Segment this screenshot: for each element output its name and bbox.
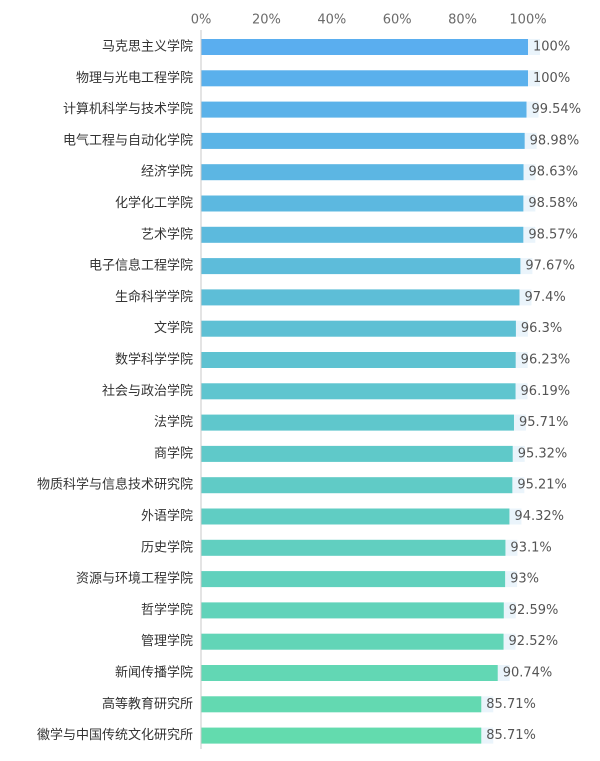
bar <box>201 320 516 337</box>
category-label: 管理学院 <box>141 633 193 649</box>
value-label: 98.63% <box>529 165 579 180</box>
value-label: 98.57% <box>528 227 578 242</box>
value-label: 96.23% <box>521 353 571 368</box>
x-tick-label: 0% <box>191 13 212 28</box>
category-label: 历史学院 <box>141 539 193 555</box>
category-label: 数学科学学院 <box>115 352 193 368</box>
value-label: 95.32% <box>518 446 568 461</box>
bar <box>201 665 498 681</box>
category-label: 电子信息工程学院 <box>89 258 193 274</box>
category-label: 经济学院 <box>141 164 193 180</box>
category-label: 化学化工学院 <box>115 195 193 211</box>
bar <box>201 696 482 713</box>
bar <box>201 352 516 368</box>
value-label: 85.71% <box>486 728 536 743</box>
value-label: 99.54% <box>531 102 581 117</box>
value-label: 97.4% <box>524 290 565 305</box>
bar <box>201 571 506 588</box>
bar <box>201 383 516 400</box>
bar <box>201 101 527 118</box>
bar <box>201 445 513 462</box>
bar <box>201 477 513 494</box>
x-tick-label: 80% <box>448 13 477 28</box>
category-label: 高等教育研究所 <box>102 696 193 712</box>
category-label: 计算机科学与技术学院 <box>63 101 193 117</box>
value-label: 96.3% <box>521 321 562 336</box>
bar <box>201 226 524 243</box>
category-label: 生命科学学院 <box>115 289 193 305</box>
bar <box>201 289 520 306</box>
category-label: 物质科学与信息技术研究院 <box>37 477 193 493</box>
category-labels: 马克思主义学院物理与光电工程学院计算机科学与技术学院电气工程与自动化学院经济学院… <box>37 39 193 744</box>
value-label: 85.71% <box>486 697 536 712</box>
x-tick-label: 100% <box>509 13 546 28</box>
category-label: 资源与环境工程学院 <box>76 571 193 587</box>
bar <box>201 39 528 55</box>
category-label: 电气工程与自动化学院 <box>63 132 193 148</box>
bar <box>201 258 521 275</box>
value-label: 98.58% <box>528 196 578 211</box>
category-label: 马克思主义学院 <box>102 39 193 55</box>
category-label: 法学院 <box>154 414 193 430</box>
bar <box>201 508 510 525</box>
x-tick-label: 20% <box>252 13 281 28</box>
category-label: 艺术学院 <box>141 226 193 242</box>
value-label: 95.71% <box>519 415 569 430</box>
value-label: 96.19% <box>521 384 571 399</box>
bar <box>201 727 482 744</box>
bar <box>201 132 525 149</box>
x-axis-ticks: 0% 20% 40% 60% 80% 100% <box>191 13 547 28</box>
category-label: 徽学与中国传统文化研究所 <box>37 727 193 743</box>
category-label: 外语学院 <box>141 508 193 524</box>
value-label: 93.1% <box>510 540 551 555</box>
category-label: 新闻传播学院 <box>115 665 193 681</box>
bar <box>201 539 506 556</box>
category-label: 社会与政治学院 <box>102 383 193 399</box>
value-label: 97.67% <box>525 259 575 274</box>
bar <box>201 414 514 431</box>
value-labels: 100% 100% 99.54% 98.98% 98.63% 98.58% 98.57% 97… <box>486 40 581 744</box>
value-label: 98.98% <box>530 133 580 148</box>
x-tick-label: 40% <box>317 13 346 28</box>
value-label: 95.21% <box>517 478 567 493</box>
x-tick-label: 60% <box>383 13 412 28</box>
category-label: 商学院 <box>154 445 193 461</box>
value-label: 92.52% <box>509 634 559 649</box>
bar <box>201 195 524 212</box>
value-label: 94.32% <box>514 509 564 524</box>
category-label: 哲学学院 <box>141 602 193 618</box>
value-label: 93% <box>510 572 539 587</box>
value-label: 92.59% <box>509 603 559 618</box>
category-label: 物理与光电工程学院 <box>76 70 193 86</box>
bar <box>201 633 504 650</box>
value-label: 100% <box>533 71 570 86</box>
bars <box>201 39 528 744</box>
category-label: 文学院 <box>154 320 193 336</box>
value-label: 100% <box>533 40 570 55</box>
bar <box>201 70 528 87</box>
bar <box>201 602 504 619</box>
value-label: 90.74% <box>503 666 553 681</box>
bar <box>201 164 524 181</box>
